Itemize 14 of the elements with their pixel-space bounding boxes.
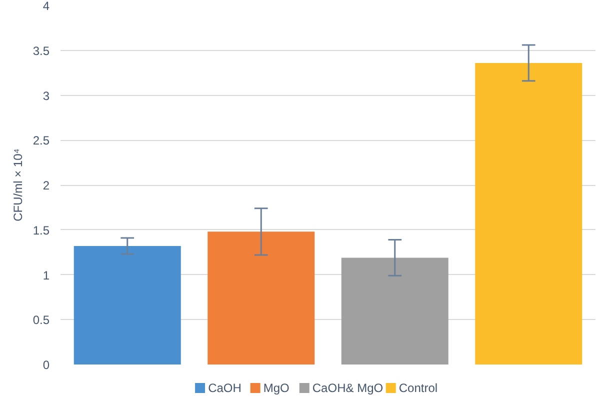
legend-label: CaOH& MgO	[312, 381, 384, 395]
y-axis-title: CFU/ml × 10⁴	[10, 148, 25, 222]
y-tick-label: 2.5	[32, 134, 50, 148]
legend-label: MgO	[263, 381, 290, 395]
y-tick-label: 0	[42, 358, 50, 372]
y-tick-label: 3.5	[32, 44, 50, 58]
y-tick-label: 2	[42, 178, 50, 192]
y-tick-label: 1	[42, 268, 50, 282]
y-tick-label: 1.5	[32, 223, 50, 238]
y-tick-label: 4	[42, 0, 50, 13]
legend-label: CaOH	[208, 381, 242, 395]
legend-label: Control	[398, 381, 438, 395]
y-tick-label: 0.5	[32, 313, 50, 328]
y-tick-label: 3	[42, 88, 50, 103]
